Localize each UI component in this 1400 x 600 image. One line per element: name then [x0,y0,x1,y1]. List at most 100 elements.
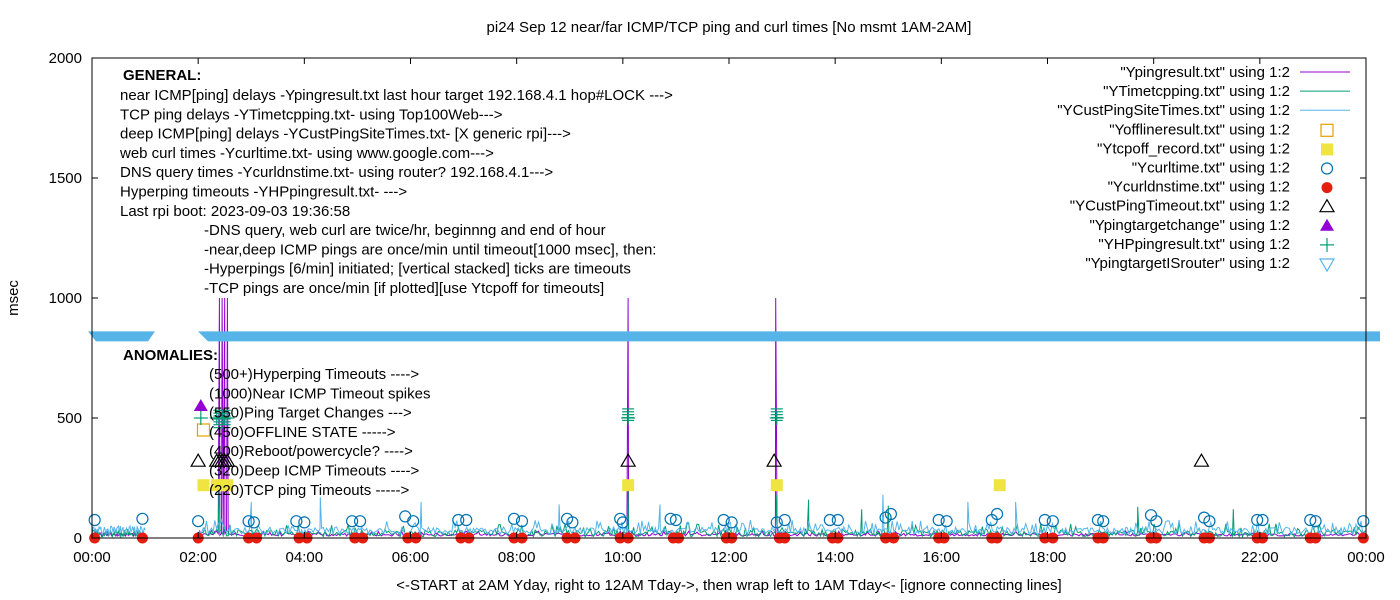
hyperping-stacked-ticks-3 [770,408,783,421]
data-point-5-40 [1203,515,1216,528]
data-point-5-45 [1357,515,1370,528]
legend-label-10: "YpingtargetISrouter" using 1:2 [1085,255,1290,272]
y-tick-label: 2000 [49,50,82,67]
x-axis-label: <-START at 2AM Yday, right to 12AM Tday-… [396,577,1061,594]
anomaly-line: (450)OFFLINE STATE -----> [209,424,396,441]
general-line: near ICMP[ping] delays -Ypingresult.txt … [120,87,673,104]
legend-swatch-4 [1321,143,1333,156]
series-line-2 [198,494,1367,537]
legend: "Ypingresult.txt" using 1:2 "YTimetcpping… [1057,64,1350,273]
x-tick-label: 00:00 [73,549,111,566]
general-header: GENERAL: [123,67,201,84]
legend-swatch-9 [1320,237,1334,252]
x-tick-label: 10:00 [604,549,642,566]
legend-label-1: "YTimetcpping.txt" using 1:2 [1103,83,1290,100]
chart-title: pi24 Sep 12 near/far ICMP/TCP ping and c… [487,19,972,36]
threshold-band-right [198,331,1380,342]
data-point-4-4 [622,479,635,492]
data-point-5-32 [990,507,1004,521]
data-point-5-30 [940,515,953,528]
data-point-5-20 [669,513,683,527]
anomaly-line: (220)TCP ping Timeouts -----> [209,482,409,499]
legend-swatch-10 [1318,258,1336,273]
y-tick-label: 500 [57,410,82,427]
data-point-5-18 [616,516,629,529]
series-line-wrap-2 [91,524,146,536]
note-line: -near,deep ICMP pings are once/min until… [204,241,656,258]
data-point-3-0 [196,423,211,437]
data-point-5-10 [407,515,420,528]
anomaly-line: (1000)Near ICMP Timeout spikes [209,385,430,402]
x-tick-label: 02:00 [179,549,217,566]
data-point-5-6 [298,516,311,529]
legend-swatch-6 [1321,182,1333,194]
hyperping-stacked-ticks-1 [218,409,231,429]
anomalies-header: ANOMALIES: [123,347,218,364]
data-point-5-34 [1046,515,1059,528]
x-tick-label: 08:00 [498,549,536,566]
anomaly-line: (320)Deep ICMP Timeouts ----> [209,463,419,480]
general-line: DNS query times -Ycurldnstime.txt- using… [120,164,553,181]
general-line: Hyperping timeouts -YHPpingresult.txt- -… [120,184,407,201]
data-point-5-35 [1091,513,1105,527]
x-tick-label: 18:00 [1029,549,1067,566]
data-point-5-7 [346,515,359,528]
data-point-5-1 [136,512,149,525]
legend-swatch-3 [1320,123,1334,137]
data-point-4-5 [770,479,783,492]
series-line-1 [197,465,1366,539]
data-point-5-22 [725,516,738,529]
legend-label-6: "Ycurldnstime.txt" using 1:2 [1108,179,1290,196]
data-point-5-24 [778,513,791,527]
legend-label-4: "Ytcpoff_record.txt" using 1:2 [1097,140,1290,157]
data-point-4-3 [221,479,234,492]
y-tick-label: 1000 [49,290,82,307]
general-line: Last rpi boot: 2023-09-03 19:36:58 [120,203,350,220]
x-tick-label: 04:00 [286,549,324,566]
data-point-5-14 [515,515,529,528]
data-point-5-26 [831,513,844,527]
data-point-5-36 [1097,515,1110,528]
data-point-5-2 [192,515,205,528]
data-point-5-44 [1309,515,1322,528]
annotation-layer: GENERAL: near ICMP[ping] delays -Ypingres… [119,67,673,499]
x-tick-label: 14:00 [816,549,854,566]
data-point-5-12 [460,513,473,527]
anomaly-line: (500+)Hyperping Timeouts ----> [209,366,419,383]
data-point-5-5 [290,515,303,528]
data-point-5-21 [717,513,730,527]
data-point-5-28 [884,507,898,521]
data-point-5-25 [823,513,836,527]
data-point-7-8 [1193,453,1210,467]
x-tick-label: 00:00 [1347,549,1385,566]
legend-label-0: "Ypingresult.txt" using 1:2 [1120,64,1290,81]
threshold-band-layer [88,331,1380,342]
data-point-4-0 [197,479,210,492]
anomaly-line: (400)Reboot/powercycle? ----> [209,443,413,460]
hyperping-stacked-ticks-2 [622,408,635,421]
x-tick-label: 20:00 [1135,549,1173,566]
legend-swatch-7 [1318,198,1336,213]
data-point-7-0 [190,453,207,467]
data-point-5-13 [507,512,521,525]
y-axis-label: msec [5,280,22,316]
note-line: -TCP pings are once/min [if plotted][use… [204,280,604,297]
legend-label-5: "Ycurltime.txt" using 1:2 [1132,160,1290,177]
data-point-5-3 [242,515,255,528]
data-point-5-16 [566,516,579,529]
note-line: -Hyperpings [6/min] initiated; [vertical… [204,261,631,278]
data-point-4-6 [993,479,1006,492]
data-point-5-11 [452,513,465,527]
data-point-8-0 [193,399,208,411]
data-point-5-42 [1256,513,1269,527]
legend-label-7: "YCustPingTimeout.txt" using 1:2 [1070,198,1290,215]
legend-swatch-8 [1320,218,1334,231]
data-point-5-33 [1038,513,1051,527]
x-tick-label: 06:00 [392,549,430,566]
y-tick-label: 1500 [49,170,82,187]
data-point-5-38 [1150,515,1163,528]
note-line: -DNS query, web curl are twice/hr, begin… [204,222,606,239]
axes-layer: 00:00 02:00 04:00 06:00 08:00 10:00 12:00 14:00… [49,50,1385,566]
